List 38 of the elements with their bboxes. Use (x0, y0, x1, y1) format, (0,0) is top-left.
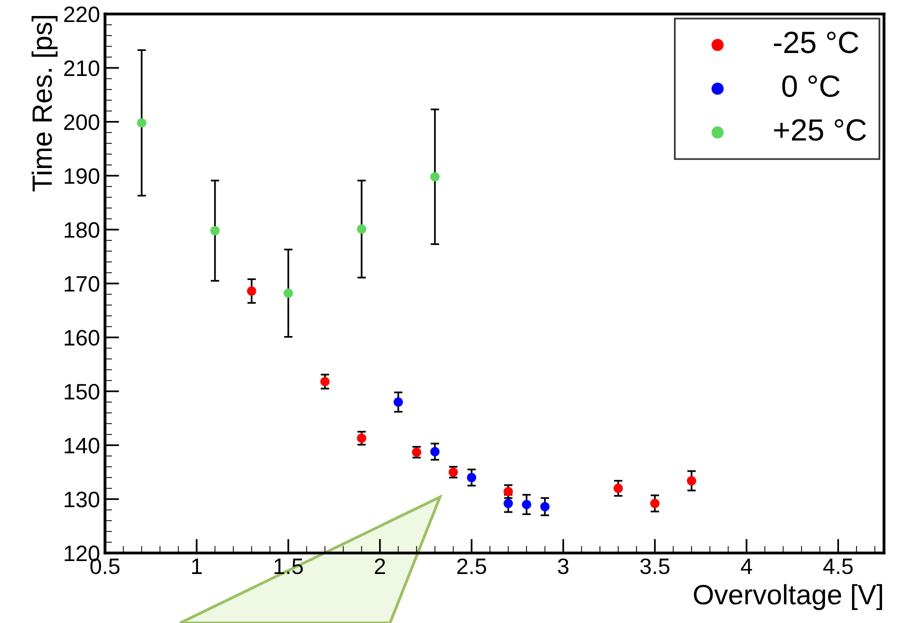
point (356, 224, 366, 234)
point (137, 118, 146, 128)
x-tick-label: 4.5 (823, 558, 853, 574)
y-tick-label: 160 (64, 330, 100, 346)
point (430, 172, 440, 182)
point (246, 286, 256, 296)
legend-label: 0 °C (782, 75, 840, 98)
y-tick-label: 140 (64, 438, 100, 454)
y-tick-label: 170 (64, 276, 100, 292)
y-tick-label: 190 (64, 168, 100, 184)
y-tick-label: 210 (64, 60, 100, 76)
y-tick-label: 180 (64, 222, 100, 238)
point (650, 498, 660, 508)
point (430, 447, 440, 456)
y-tick-label: 220 (64, 6, 100, 22)
legend-label: -25 °C (774, 32, 858, 54)
point (540, 502, 550, 512)
x-tick-label: 1 (192, 558, 202, 574)
point (320, 376, 330, 386)
x-tick-label: 3 (558, 558, 568, 574)
point (394, 397, 403, 407)
y-tick-label: 130 (64, 492, 100, 508)
x-tick-label: 4 (740, 558, 752, 574)
legend-label: +25 °C (774, 119, 866, 141)
point (614, 484, 623, 493)
point (686, 476, 696, 486)
x-axis-title: Overvoltage [V] (694, 584, 882, 610)
x-tick-label: 2 (374, 558, 386, 574)
point (466, 472, 476, 482)
point (284, 288, 293, 298)
y-axis-title: Time Res. [ps] (32, 16, 58, 192)
x-tick-label: 3.5 (640, 558, 670, 574)
x-tick-label: 2.5 (457, 558, 486, 574)
point (356, 434, 366, 443)
y-tick-label: 200 (64, 114, 100, 130)
y-tick-label: 150 (64, 384, 100, 400)
point (522, 500, 532, 510)
point (210, 226, 220, 236)
